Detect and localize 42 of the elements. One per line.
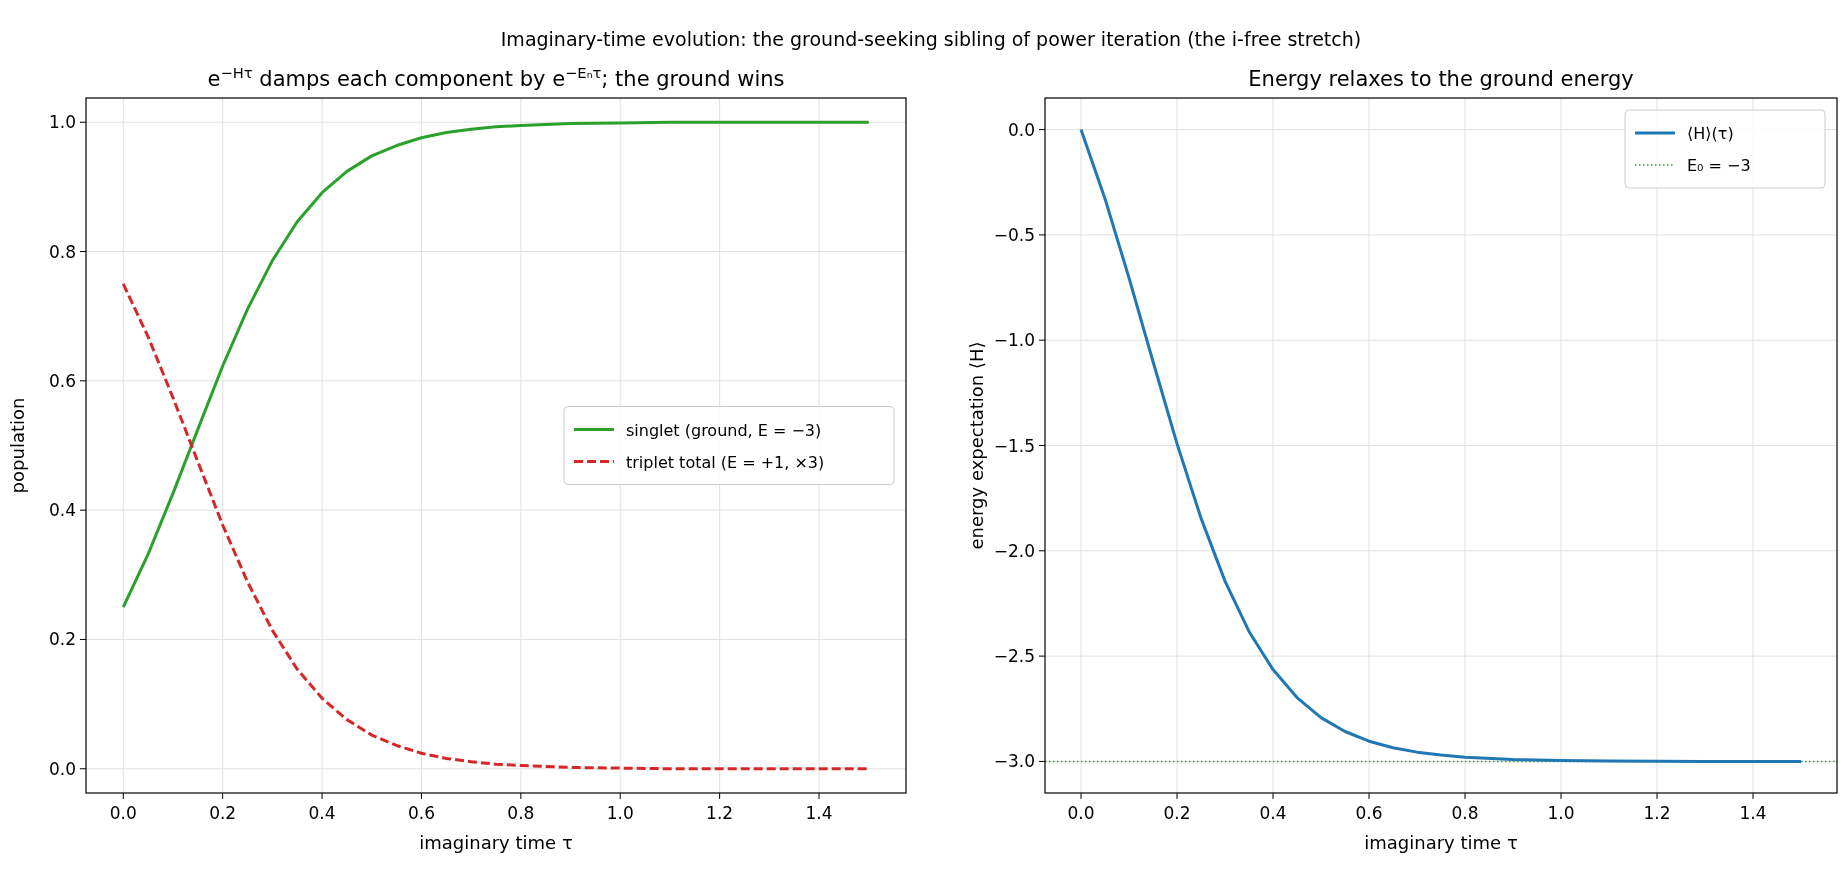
chart-title: Energy relaxes to the ground energy	[1248, 67, 1634, 91]
x-tick-label: 0.2	[209, 803, 237, 823]
y-axis-title: energy expectation ⟨H⟩	[966, 341, 987, 550]
x-tick-label: 1.0	[1547, 803, 1575, 823]
y-tick-label: −0.5	[993, 224, 1035, 245]
x-tick-label: 0.6	[1355, 803, 1383, 823]
chart-subtitle: Imaginary-time evolution: the ground-seeking sibling of power iteration (the i-free stretch)	[500, 28, 1362, 50]
x-tick-label: 0.2	[1163, 803, 1191, 823]
y-tick-label: 0.4	[48, 500, 76, 521]
y-tick-label: −1.0	[993, 330, 1035, 351]
x-tick-label: 0.4	[308, 803, 336, 823]
chart-title: e$^{−Hτ}$ damps each component by e$^{−Eₙτ}$; the ground wins	[207, 63, 785, 91]
y-tick-label: 0.2	[48, 629, 76, 650]
x-tick-label: 1.2	[706, 803, 734, 823]
y-tick-label: 0.0	[48, 758, 76, 779]
x-axis-title: imaginary time τ	[1364, 832, 1518, 853]
line-series	[1079, 128, 1803, 763]
legend-label: triplet total (E = +1, ×3)	[626, 452, 825, 472]
x-tick-label: 0.4	[1259, 803, 1287, 823]
x-tick-label: 0.8	[1451, 803, 1479, 823]
y-tick-label: −1.5	[993, 435, 1035, 456]
y-tick-label: −2.5	[993, 646, 1035, 667]
y-tick-label: 0.6	[48, 370, 76, 391]
x-tick-label: 0.0	[109, 803, 137, 823]
y-tick-label: 0.0	[1007, 119, 1035, 140]
x-tick-label: 1.2	[1643, 803, 1671, 823]
y-tick-label: −3.0	[993, 751, 1035, 772]
x-tick-label: 1.0	[606, 803, 634, 823]
line-series	[121, 120, 871, 609]
y-axis-title: population	[7, 397, 28, 494]
y-tick-label: −2.0	[993, 540, 1035, 561]
legend-label: ⟨H⟩(τ)	[1687, 124, 1734, 143]
x-tick-label: 1.4	[805, 803, 833, 823]
x-tick-label: 0.8	[507, 803, 535, 823]
x-tick-label: 0.0	[1067, 803, 1095, 823]
x-axis-title: imaginary time τ	[419, 832, 573, 853]
legend-label: E₀ = −3	[1687, 156, 1751, 175]
y-tick-label: 1.0	[48, 112, 76, 133]
x-tick-label: 1.4	[1739, 803, 1767, 823]
x-tick-label: 0.6	[407, 803, 435, 823]
y-tick-label: 0.8	[48, 241, 76, 262]
legend-label: singlet (ground, E = −3)	[626, 420, 822, 440]
